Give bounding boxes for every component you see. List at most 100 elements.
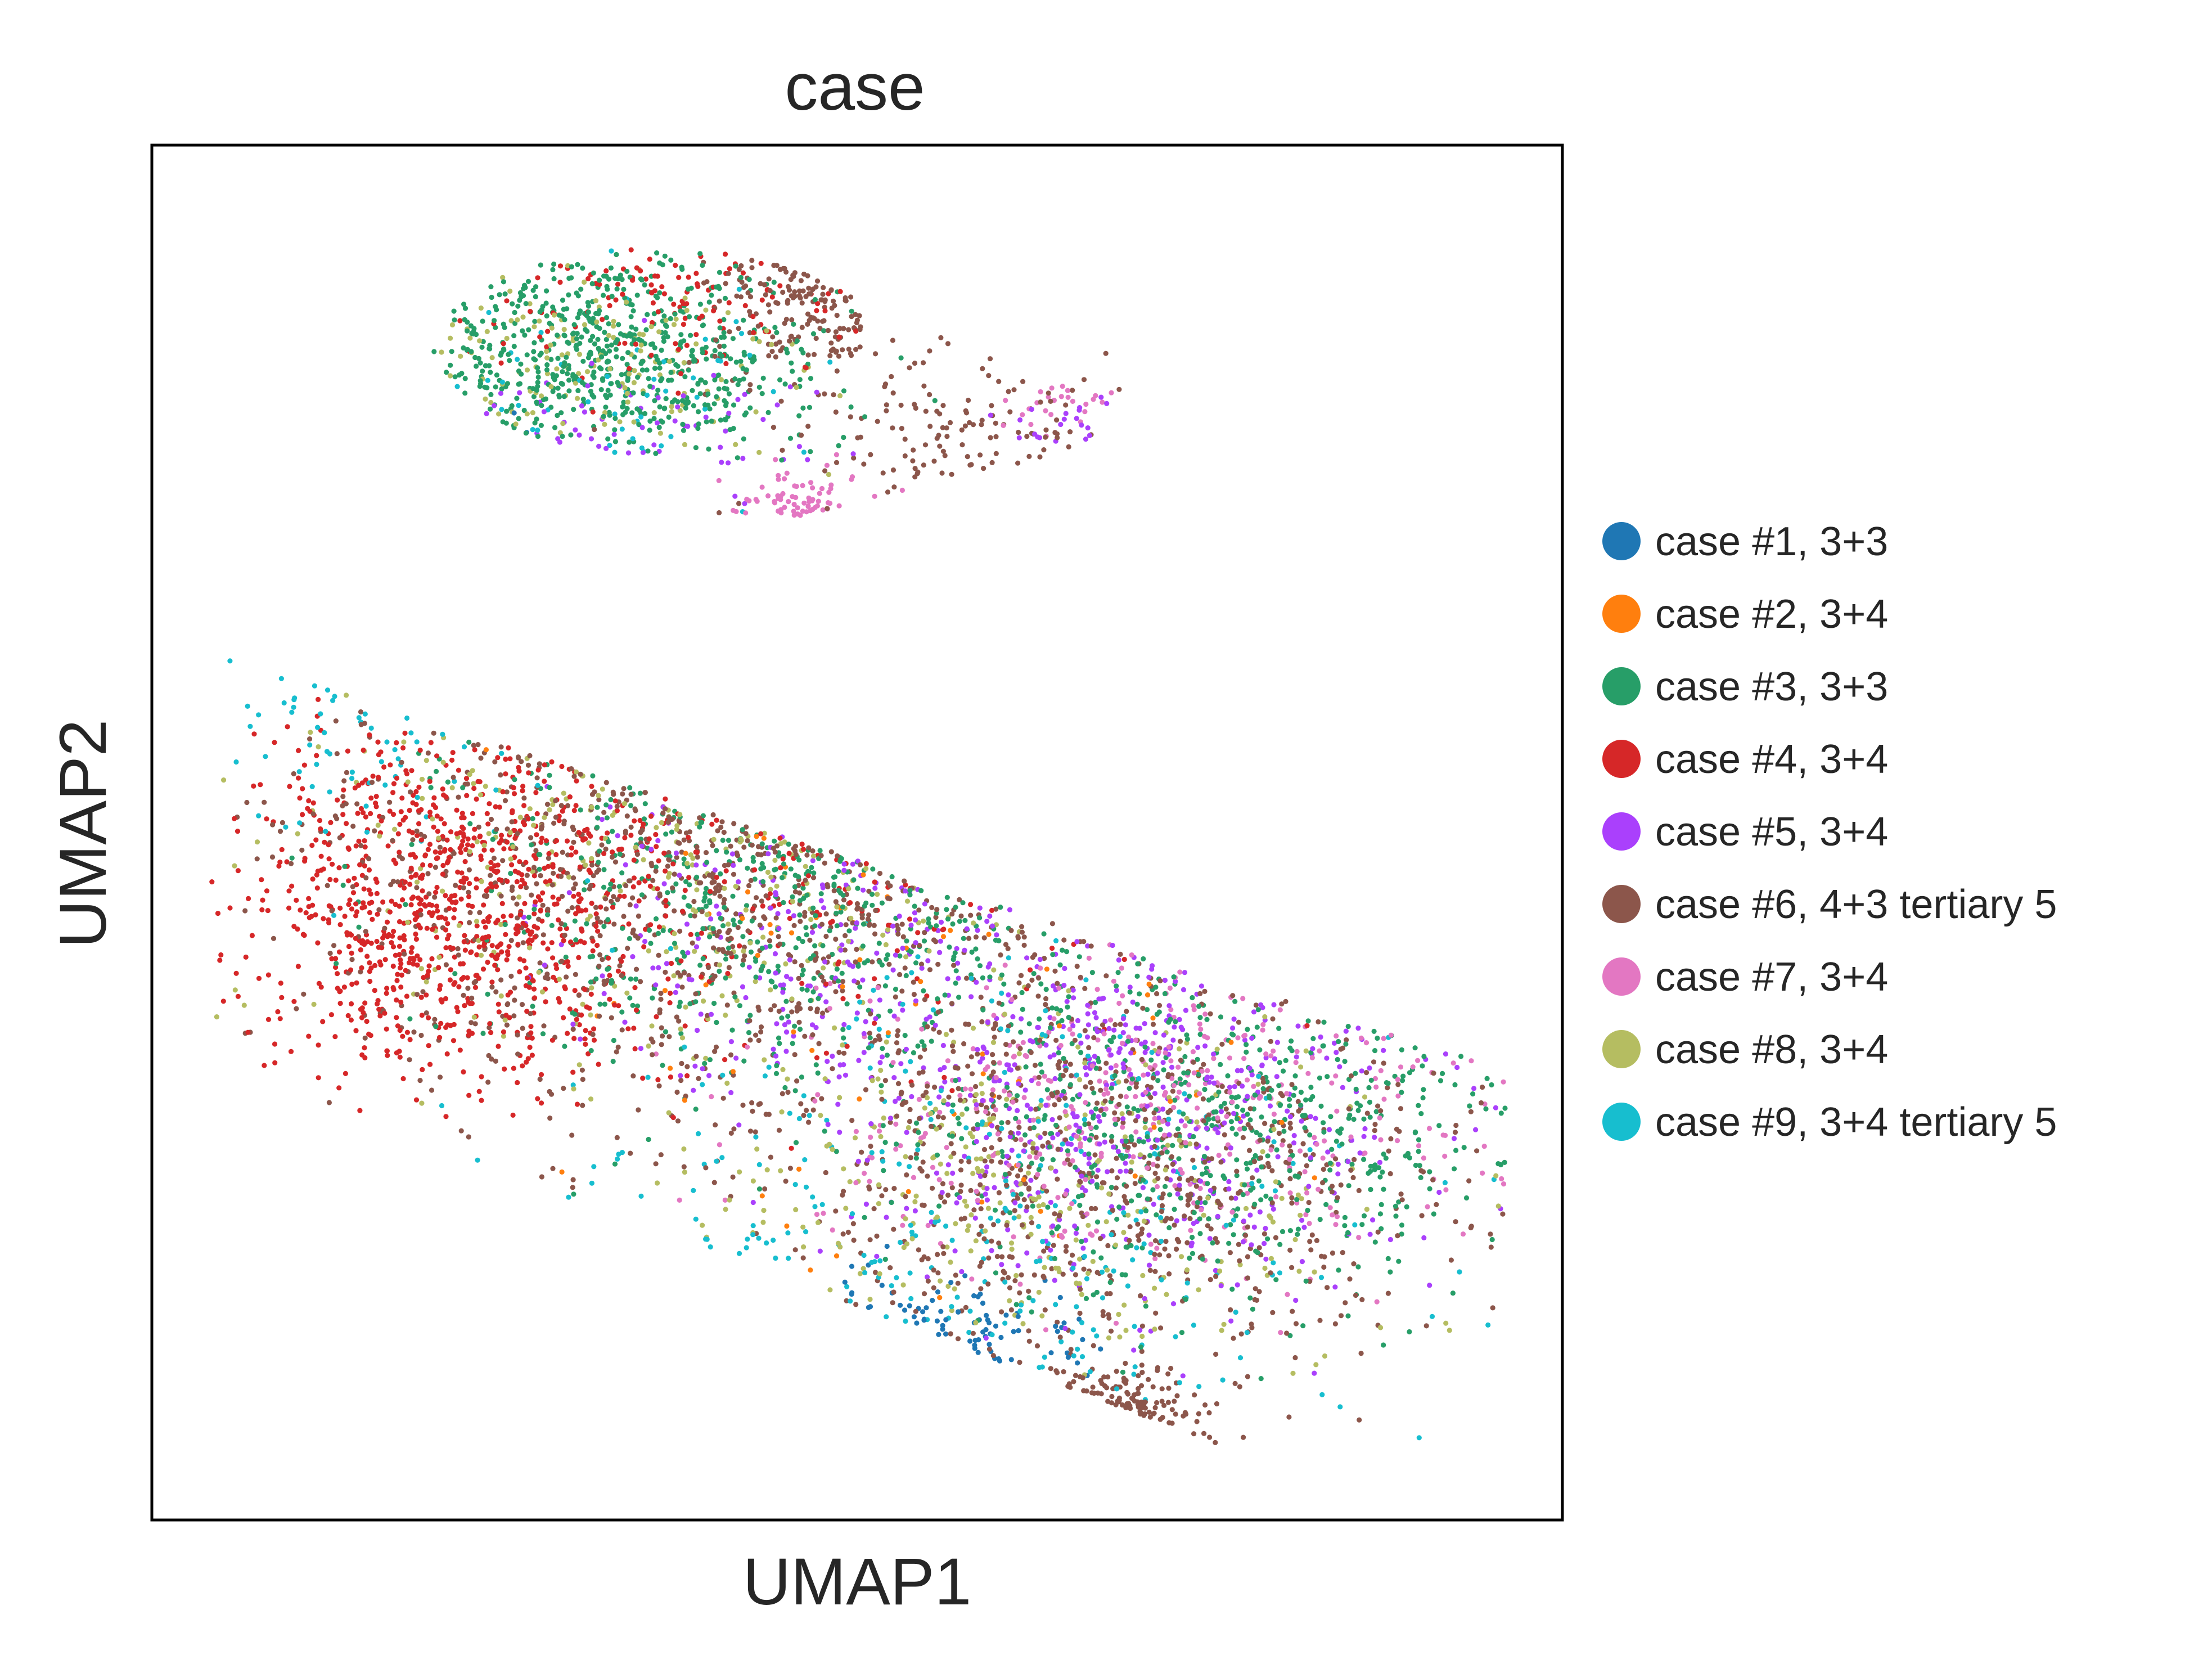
scatter-point [693,862,699,868]
scatter-point [1172,1024,1177,1030]
scatter-point [1190,995,1195,1001]
scatter-point [570,1082,576,1088]
scatter-point [366,1031,372,1037]
scatter-point [1314,1141,1319,1147]
scatter-point [1342,1223,1348,1229]
scatter-point [1130,1154,1136,1159]
scatter-point [1357,1417,1362,1423]
scatter-point [807,1113,812,1118]
scatter-point [788,866,794,872]
scatter-point [503,1013,509,1018]
scatter-point [1243,1206,1249,1211]
scatter-point [731,402,737,408]
scatter-point [940,1326,945,1332]
scatter-point [861,461,867,467]
scatter-point [1347,1276,1353,1282]
scatter-point [475,1157,480,1163]
scatter-point [989,1145,994,1150]
scatter-point [665,864,670,869]
scatter-point [867,1031,872,1036]
scatter-point [419,776,425,782]
scatter-point [875,1076,881,1082]
scatter-point [558,874,564,879]
scatter-point [640,449,646,456]
scatter-point [754,895,759,901]
scatter-point [798,295,803,301]
scatter-point [719,460,724,465]
scatter-point [352,875,357,881]
scatter-point [573,881,578,887]
scatter-point [1132,1181,1138,1186]
scatter-point [1018,1029,1024,1035]
scatter-point [1329,1146,1335,1152]
scatter-point [947,945,952,950]
scatter-point [728,1052,734,1058]
scatter-point [720,1095,726,1101]
scatter-point [1257,1047,1263,1053]
scatter-point [1265,1153,1271,1159]
scatter-point [1073,1230,1079,1236]
scatter-point [373,794,379,799]
scatter-point [481,847,487,853]
scatter-point [443,794,449,800]
scatter-point [683,851,688,856]
scatter-point [954,1200,959,1206]
scatter-point [350,884,355,889]
scatter-point [465,842,471,848]
scatter-point [426,1043,431,1049]
scatter-point [471,781,476,786]
scatter-point [1298,1103,1304,1108]
scatter-point [1385,1256,1391,1261]
scatter-point [843,933,848,938]
scatter-point [743,995,749,1001]
scatter-point [1039,1313,1045,1319]
scatter-point [777,1041,782,1046]
scatter-point [467,881,472,887]
scatter-point [358,722,364,727]
scatter-point [462,376,468,381]
scatter-point [400,745,406,751]
scatter-point [520,328,525,334]
scatter-point [726,300,732,305]
scatter-point [787,338,792,344]
scatter-point [780,1067,786,1072]
scatter-point [1024,955,1030,961]
scatter-point [1154,1245,1160,1251]
scatter-point [864,1157,870,1163]
scatter-point [630,436,636,442]
scatter-point [540,902,546,908]
scatter-point [957,1098,963,1103]
scatter-point [710,843,715,848]
scatter-point [810,858,816,864]
scatter-point [878,1134,884,1140]
scatter-point [741,317,746,323]
scatter-point [215,911,221,916]
scatter-point [1452,1166,1457,1172]
scatter-point [1473,1127,1479,1132]
scatter-point [1489,1082,1494,1088]
scatter-point [895,1028,901,1033]
scatter-point [813,956,818,962]
scatter-point [800,350,806,356]
scatter-point [1050,1157,1056,1163]
scatter-point [610,849,615,855]
scatter-point [653,864,659,870]
scatter-point [1251,1083,1256,1089]
scatter-point [876,1128,882,1134]
scatter-point [1286,1414,1292,1420]
scatter-point [702,1060,708,1067]
scatter-point [1231,1217,1236,1223]
scatter-point [733,359,739,365]
scatter-point [524,1009,530,1014]
scatter-point [1100,1313,1106,1319]
scatter-point [791,913,797,919]
scatter-point [678,958,684,964]
scatter-point [344,821,349,826]
scatter-point [996,1094,1002,1100]
scatter-point [762,282,767,287]
scatter-point [1271,1048,1276,1054]
scatter-point [852,978,857,984]
scatter-point [884,408,889,413]
scatter-point [704,279,710,285]
scatter-point [977,963,983,969]
